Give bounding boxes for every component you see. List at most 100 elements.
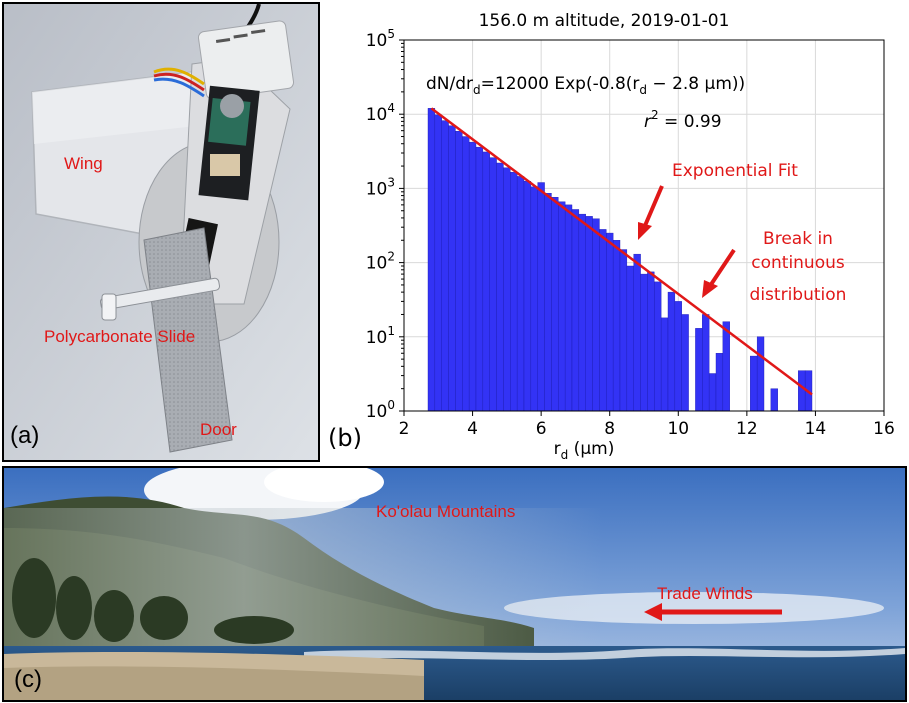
histogram-bar xyxy=(489,157,497,412)
plot-frame xyxy=(403,39,885,412)
size-distribution-chart: 156.0 m altitude, 2019-01-01 2 4 6 8 10 12 14 1… xyxy=(328,11,895,462)
panel-b-letter: (b) xyxy=(328,424,362,452)
r2-sup: 2 xyxy=(651,108,659,122)
histogram-bar xyxy=(510,172,518,412)
histogram-bar xyxy=(770,388,778,412)
panel-c-letter: (c) xyxy=(14,666,42,693)
panel-c-photo: Ko'olau Mountains Trade Winds (c) xyxy=(2,466,907,702)
eq-suffix: − 2.8 µm)) xyxy=(647,74,745,94)
axis-ticks: 2 4 6 8 10 12 14 16 100 101 102 103 104 105 xyxy=(366,27,895,439)
histogram-bar xyxy=(475,146,484,412)
histogram-bar xyxy=(756,336,765,412)
r2-prefix: r xyxy=(644,112,652,132)
histogram-bars xyxy=(427,108,813,412)
histogram-bar xyxy=(654,281,662,412)
histogram-bar xyxy=(544,193,552,412)
histogram-bar xyxy=(667,291,676,412)
exponential-fit-label: Exponential Fit xyxy=(672,161,798,181)
eq-mid: =12000 Exp(-0.8(r xyxy=(481,74,640,94)
histogram-bar xyxy=(468,141,477,412)
break-label-line2: continuous xyxy=(751,253,845,273)
histogram-bar xyxy=(606,232,614,412)
eq-sub2: d xyxy=(639,83,647,97)
xlabel-r: r xyxy=(554,439,561,459)
x-tick-label: 2 xyxy=(399,419,410,439)
histogram-bar xyxy=(695,328,703,412)
histogram-bar xyxy=(448,125,456,412)
histogram-bar xyxy=(558,201,566,412)
x-tick-label: 12 xyxy=(736,419,758,439)
histogram-bar xyxy=(702,314,710,412)
fit-arrow xyxy=(638,185,664,240)
break-arrow xyxy=(702,248,736,298)
x-axis-label: rd (µm) xyxy=(554,439,615,462)
histogram-bar xyxy=(715,353,724,412)
x-tick-label: 8 xyxy=(604,419,615,439)
histogram-bar xyxy=(551,197,559,412)
break-label-line1: Break in xyxy=(763,229,833,249)
histogram-bar xyxy=(674,301,682,412)
histogram-bar xyxy=(722,321,730,412)
panel-b-chart: 156.0 m altitude, 2019-01-01 2 4 6 8 10 12 14 1… xyxy=(322,0,909,462)
x-tick-label: 4 xyxy=(467,419,478,439)
histogram-bar xyxy=(647,271,655,412)
mountains-label: Ko'olau Mountains xyxy=(376,502,516,521)
histogram-bar xyxy=(750,355,758,412)
histogram-bar xyxy=(462,136,470,412)
histogram-bar xyxy=(633,253,641,412)
histogram-bar xyxy=(503,167,511,412)
histogram-bar xyxy=(530,186,538,412)
histogram-bar xyxy=(578,213,586,412)
histogram-bar xyxy=(455,131,463,412)
polycarbonate-slide-label: Polycarbonate Slide xyxy=(44,327,196,346)
histogram-bar xyxy=(626,265,634,412)
panel-a-letter: (a) xyxy=(10,422,40,449)
histogram-bar xyxy=(660,317,669,412)
histogram-bar xyxy=(599,229,607,412)
histogram-bar xyxy=(523,181,532,412)
x-tick-label: 14 xyxy=(805,419,827,439)
histogram-bar xyxy=(434,114,442,412)
chart-title: 156.0 m altitude, 2019-01-01 xyxy=(479,11,730,31)
histogram-bar xyxy=(564,204,573,412)
histogram-bar xyxy=(612,240,621,412)
histogram-bar xyxy=(708,373,717,412)
door-label: Door xyxy=(200,420,237,439)
histogram-bar xyxy=(427,108,436,412)
trade-winds-label: Trade Winds xyxy=(657,584,753,603)
instrument-photo xyxy=(4,4,318,460)
histogram-bar xyxy=(681,314,689,412)
x-tick-label: 10 xyxy=(667,419,689,439)
y-tick-label: 105 xyxy=(366,27,395,51)
eq-sub: d xyxy=(473,83,481,97)
landscape-photo xyxy=(4,468,905,700)
r-squared: r2 = 0.99 xyxy=(644,108,722,132)
r2-suffix: = 0.99 xyxy=(659,112,722,132)
trade-winds-arrow xyxy=(644,603,782,621)
histogram-bar xyxy=(441,120,449,412)
fit-line-group xyxy=(430,107,813,396)
break-label-line3: distribution xyxy=(750,285,847,305)
y-tick-label: 103 xyxy=(366,175,395,199)
xlabel-sub: d xyxy=(561,448,569,462)
histogram-bar xyxy=(640,273,648,412)
y-tick-label: 104 xyxy=(366,101,395,125)
y-tick-label: 102 xyxy=(366,250,395,274)
fit-equation: dN/drd=12000 Exp(-0.8(rd − 2.8 µm)) xyxy=(426,74,745,97)
x-tick-label: 6 xyxy=(536,419,547,439)
histogram-bar xyxy=(619,249,628,412)
histogram-bar xyxy=(516,176,525,412)
exponential-fit-line xyxy=(430,107,813,396)
eq-prefix: dN/dr xyxy=(426,74,473,94)
histogram-bar xyxy=(496,162,504,412)
histogram-bar xyxy=(482,151,490,412)
y-tick-label: 100 xyxy=(366,398,395,422)
x-tick-label: 16 xyxy=(873,419,895,439)
histogram-bar xyxy=(537,182,545,412)
wing-label: Wing xyxy=(64,154,103,173)
y-tick-label: 101 xyxy=(366,324,395,348)
histogram-bar xyxy=(571,209,580,412)
histogram-bar xyxy=(592,218,600,412)
panel-a-photo: Wing Polycarbonate Slide Door (a) xyxy=(2,2,320,462)
histogram-bar xyxy=(798,370,806,412)
